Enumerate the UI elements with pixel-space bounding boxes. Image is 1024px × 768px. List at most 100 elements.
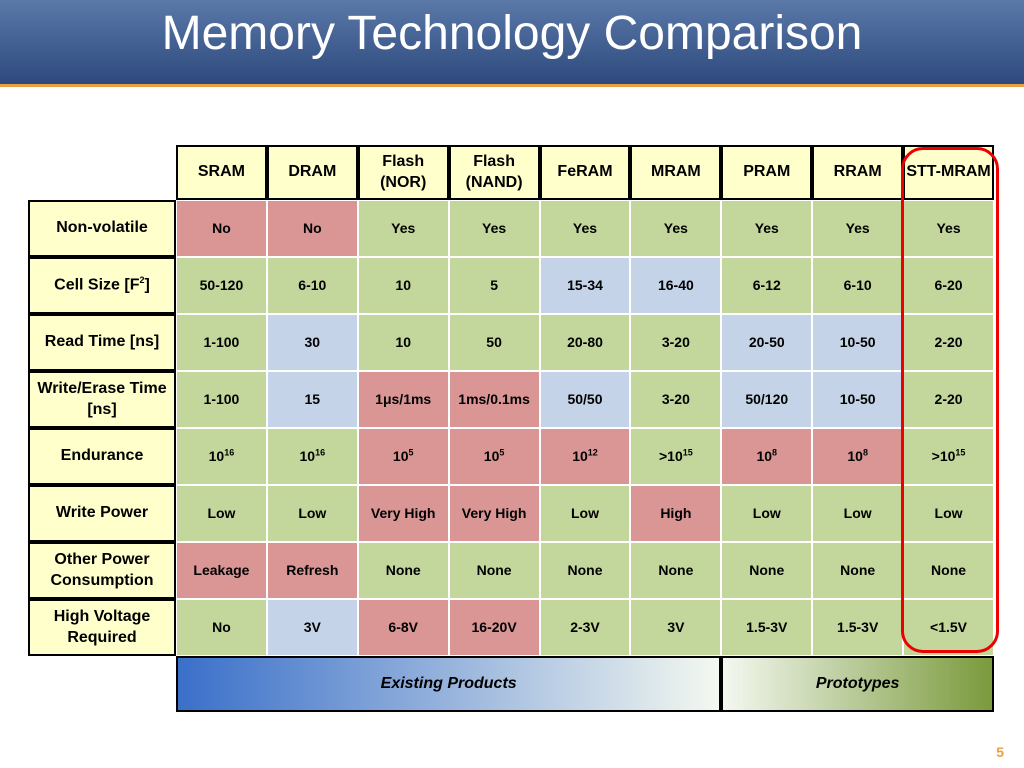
cell-text: None [840,562,876,579]
cell-text: Read Time [ns] [44,333,160,351]
cell-text: Existing Products [380,674,517,692]
cell-text: 10 [392,448,409,465]
superscript: 12 [587,447,598,458]
table-cell: Yes [812,200,904,257]
cell-text: >10 [658,448,683,465]
cell-text: No [302,220,322,237]
cell-text: 1012 [572,447,598,465]
table-cell: 10-50 [812,371,904,428]
cell-text: None [931,562,967,579]
cell-text: >1015 [932,447,966,465]
cell-text: 10 [756,448,773,465]
cell-text: 50-120 [199,277,244,294]
highlight-ring [901,147,999,653]
table-cell: Low [903,485,994,542]
row-label: Read Time [ns] [28,314,176,371]
cell-text: Low [207,505,236,522]
table-cell: 6-10 [266,257,358,314]
cell-text: DRAM [288,163,337,181]
table-cell: Yes [721,200,813,257]
table-cell: 10 [357,314,449,371]
cell-text: 15 [304,391,321,408]
table-cell: 5 [448,257,540,314]
cell-text: Low [752,505,781,522]
superscript: 15 [955,447,966,458]
cell-text: RRAM [833,163,882,181]
cell-text: Yes [754,220,779,237]
title-bar [0,0,1024,87]
table-cell: 1016 [266,428,358,485]
cell-text: No [212,619,231,636]
cell-text: 50/120 [745,391,789,408]
cell-text: 3-20 [661,334,690,351]
table-cell: 1016 [176,428,267,485]
table-cell: Low [539,485,631,542]
table-cell: 1-100 [176,371,267,428]
cell-text: None [476,562,512,579]
table-cell: 15 [266,371,358,428]
cell-text: 10 [395,334,411,351]
cell-text: 20-50 [748,334,785,351]
table-cell: Very High [448,485,540,542]
cell-text: Yes [482,220,507,237]
table-cell: 1-100 [176,314,267,371]
cell-text: High [660,505,692,522]
cell-text: Cell Size [F [54,276,140,294]
table-cell: None [630,542,722,599]
column-header: PRAM [721,145,813,200]
table-cell: Yes [630,200,722,257]
cell-text: 3V [303,619,321,636]
cell-text: Low [298,505,327,522]
cell-text: Yes [663,220,688,237]
superscript: 5 [408,447,414,458]
cell-text: Cell Size [F2] [54,275,150,296]
cell-text: 10-50 [839,334,876,351]
cell-text: 16-20V [471,619,517,636]
table-cell: Low [176,485,267,542]
table-cell: No [176,200,267,257]
table-cell: Low [812,485,904,542]
cell-text: 10 [208,448,225,465]
table-cell: 2-20 [903,314,994,371]
cell-text: Flash (NOR) [380,152,427,191]
cell-text: FeRAM [557,163,613,181]
row-label: Cell Size [F2] [28,257,176,314]
cell-text: 2-20 [934,391,963,408]
row-label: Write/Erase Time [ns] [28,371,176,428]
cell-text: 2-20 [934,334,963,351]
superscript: 8 [772,447,778,458]
superscript: 16 [315,447,326,458]
cell-text: 105 [484,447,505,465]
cell-text: 6-10 [298,277,327,294]
table-cell: >1015 [903,428,994,485]
cell-text: 50/50 [567,391,603,408]
table-cell: 30 [266,314,358,371]
cell-text: ] [144,276,150,294]
superscript: 2 [139,274,145,285]
superscript: 15 [682,447,693,458]
cell-text: Flash (NAND) [465,152,523,191]
row-label: Non-volatile [28,200,176,257]
row-label: Write Power [28,485,176,542]
cell-text: 1-100 [203,334,240,351]
cell-text: 1.5-3V [837,619,879,636]
group-label: Prototypes [721,656,994,712]
table-cell: None [448,542,540,599]
cell-text: 1μs/1ms [375,391,432,408]
cell-text: 3V [667,619,685,636]
table-cell: None [721,542,813,599]
cell-text: 6-10 [843,277,872,294]
table-cell: 3-20 [630,371,722,428]
table-cell: 6-12 [721,257,813,314]
cell-text: 1016 [209,447,235,465]
row-label: Other Power Consumption [28,542,176,599]
cell-text: STT-MRAM [906,163,991,181]
cell-text: >1015 [659,447,693,465]
cell-text: 20-80 [567,334,603,351]
cell-text: Low [843,505,872,522]
table-cell: High [630,485,722,542]
table-cell: No [266,200,358,257]
cell-text: Very High [461,505,527,522]
superscript: 16 [224,447,235,458]
